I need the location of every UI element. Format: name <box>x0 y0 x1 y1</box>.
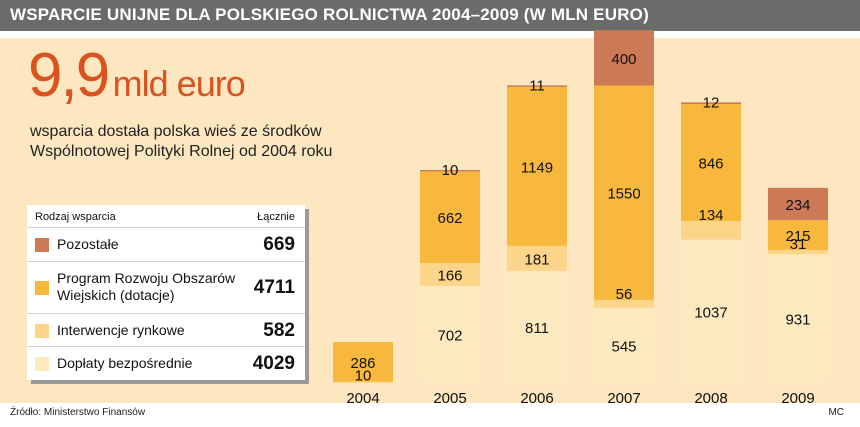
headline-number: 9,9 <box>28 41 110 110</box>
bar-segment <box>594 30 654 86</box>
data-label: 10 <box>355 368 372 385</box>
bar-segment <box>681 239 741 383</box>
headline: 9,9 mld euro <box>28 40 246 111</box>
data-label: 1149 <box>521 159 553 176</box>
data-label: 545 <box>611 338 636 355</box>
bar-segment <box>333 381 393 383</box>
bar-segment <box>681 104 741 222</box>
legend-header: Rodzaj wsparcia Łącznie <box>27 205 305 227</box>
data-label: 400 <box>611 51 636 68</box>
legend-row-interwencje: Interwencje rynkowe 582 <box>27 313 305 347</box>
data-label: 1550 <box>607 186 640 203</box>
chart-title: WSPARCIE UNIJNE DLA POLSKIEGO ROLNICTWA … <box>10 5 649 24</box>
data-label: 811 <box>525 320 549 337</box>
legend-label: Dopłaty bezpośrednie <box>57 355 193 371</box>
data-label: 12 <box>703 94 720 111</box>
legend-swatch <box>35 281 49 295</box>
legend-total: 582 <box>263 320 295 341</box>
bar-segment <box>768 220 828 250</box>
subtitle: wsparcia dostała polska wieś ze środków … <box>30 123 333 160</box>
legend-column-total: Łącznie <box>257 211 295 223</box>
bar-segment <box>681 102 741 105</box>
bar-segment <box>768 187 828 221</box>
bar-segment <box>594 299 654 308</box>
x-tick-label: 2005 <box>433 390 466 407</box>
data-label: 11 <box>529 77 545 94</box>
data-label: 702 <box>437 327 462 344</box>
data-label: 662 <box>437 210 462 227</box>
bar-segment <box>420 171 480 263</box>
legend-label: Pozostałe <box>57 236 119 252</box>
bar-segment <box>594 85 654 300</box>
bar-segment <box>333 342 393 382</box>
bar-segment <box>681 221 741 240</box>
legend-swatch <box>35 324 49 338</box>
legend-row-doplaty: Dopłaty bezpośrednie 4029 <box>27 346 305 381</box>
data-label: 56 <box>616 286 633 303</box>
data-label: 215 <box>785 228 810 245</box>
source-note: Źródło: Ministerstwo Finansów <box>10 407 146 418</box>
data-label: 286 <box>350 355 375 372</box>
legend-label: Interwencje rynkowe <box>57 322 185 338</box>
data-label: 10 <box>442 162 459 179</box>
x-tick-label: 2007 <box>607 390 640 407</box>
x-tick-label: 2009 <box>781 390 814 407</box>
bar-segment <box>420 285 480 383</box>
bar-segment <box>594 307 654 383</box>
legend-row-pozostale: Pozostałe 669 <box>27 227 305 262</box>
bar-segment <box>507 245 567 271</box>
legend-column-type: Rodzaj wsparcia <box>35 211 116 223</box>
bar-segment <box>507 270 567 383</box>
legend-row-prow: Program Rozwoju Obszarów Wiejskich (dota… <box>27 261 305 314</box>
bar-segment <box>507 85 567 87</box>
data-label: 1037 <box>694 304 727 321</box>
header-bar: WSPARCIE UNIJNE DLA POLSKIEGO ROLNICTWA … <box>0 0 860 31</box>
legend-total: 4029 <box>252 353 295 374</box>
data-label: 181 <box>524 251 549 268</box>
legend-box: Rodzaj wsparcia Łącznie Pozostałe 669 Pr… <box>27 205 305 380</box>
legend-total: 4711 <box>253 277 295 298</box>
data-label: 234 <box>785 197 810 214</box>
x-tick-label: 2006 <box>520 390 553 407</box>
data-label: 134 <box>698 207 723 224</box>
legend-total: 669 <box>263 234 295 255</box>
bar-segment <box>768 249 828 255</box>
bar-segment <box>768 254 828 383</box>
credit-note: MC <box>828 407 844 418</box>
data-label: 31 <box>790 236 807 253</box>
legend-swatch <box>35 238 49 252</box>
legend-label: Program Rozwoju Obszarów Wiejskich (dota… <box>57 270 236 303</box>
data-label: 846 <box>698 156 723 173</box>
bar-segment <box>420 262 480 286</box>
x-tick-label: 2004 <box>346 390 379 407</box>
bar-segment <box>420 170 480 172</box>
bar-segment <box>507 86 567 246</box>
headline-unit: mld euro <box>112 63 246 104</box>
x-tick-label: 2008 <box>694 390 727 407</box>
legend-swatch <box>35 357 49 371</box>
data-label: 931 <box>785 312 810 329</box>
data-label: 166 <box>437 267 462 284</box>
